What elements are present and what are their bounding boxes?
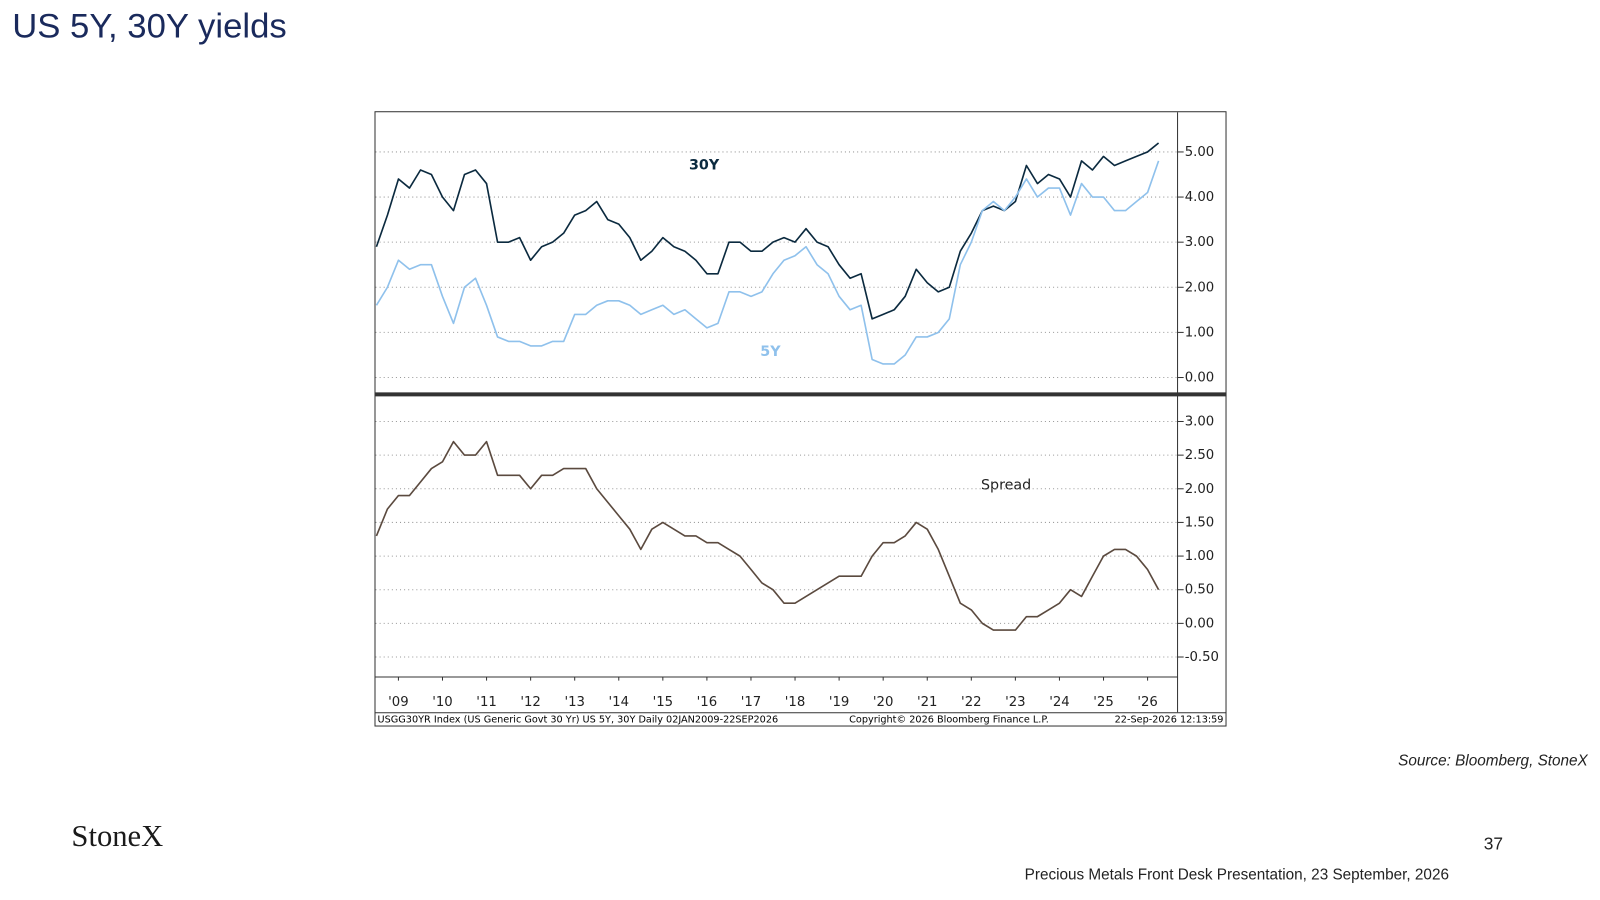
y-tick-label: 2.50 [1185,448,1215,463]
y-tick-label: 2.00 [1185,280,1215,295]
x-tick-label: '16 [697,695,718,710]
x-tick-label: '22 [961,695,982,710]
series-line [375,440,1160,631]
series-line [375,142,1160,320]
x-tick-label: '26 [1137,695,1158,710]
y-tick-label: 3.00 [1185,235,1215,250]
x-tick-label: '14 [609,695,630,710]
source: Source: Bloomberg, StoneX [1398,752,1588,769]
x-tick-label: '15 [653,695,674,710]
footer: Precious Metals Front Desk Presentation,… [1025,867,1449,884]
x-tick-label: '25 [1093,695,1114,710]
x-tick-label: '21 [917,695,938,710]
logo: StoneX [71,819,163,853]
x-tick-label: '12 [520,695,541,710]
x-tick-label: '24 [1049,695,1070,710]
x-tick-label: '17 [741,695,762,710]
x-tick-label: '09 [388,695,409,710]
x-tick-label: '13 [564,695,585,710]
annotation: 5Y [760,344,781,360]
y-tick-label: 5.00 [1185,145,1215,160]
y-tick-label: 0.00 [1185,616,1215,631]
y-tick-label: 4.00 [1185,190,1215,205]
annotation: 30Y [689,157,720,173]
chart-footer-left: USGG30YR Index (US Generic Govt 30 Yr) U… [378,714,779,725]
y-tick-label: 1.00 [1185,549,1215,564]
x-tick-label: '19 [829,695,850,710]
chart-frame [374,111,1227,727]
x-tick-label: '18 [785,695,806,710]
y-tick-label: 0.00 [1185,371,1215,386]
annotation: Spread [981,478,1031,494]
x-tick-label: '23 [1005,695,1026,710]
x-tick-label: '10 [432,695,453,710]
slide-title: US 5Y, 30Y yields [12,8,286,46]
y-tick-label: 3.00 [1185,414,1215,429]
y-tick-label: -0.50 [1185,650,1219,665]
y-tick-label: 0.50 [1185,583,1215,598]
chart-footer-center: Copyright© 2026 Bloomberg Finance L.P. [849,714,1049,725]
y-tick-label: 1.00 [1185,325,1215,340]
series-line [375,160,1160,365]
y-tick-label: 2.00 [1185,482,1215,497]
page-number: 37 [1484,833,1503,853]
y-tick-label: 1.50 [1185,515,1215,530]
x-tick-label: '20 [873,695,894,710]
chart-footer-right: 22-Sep-2026 12:13:59 [1115,714,1224,725]
x-tick-label: '11 [476,695,497,710]
